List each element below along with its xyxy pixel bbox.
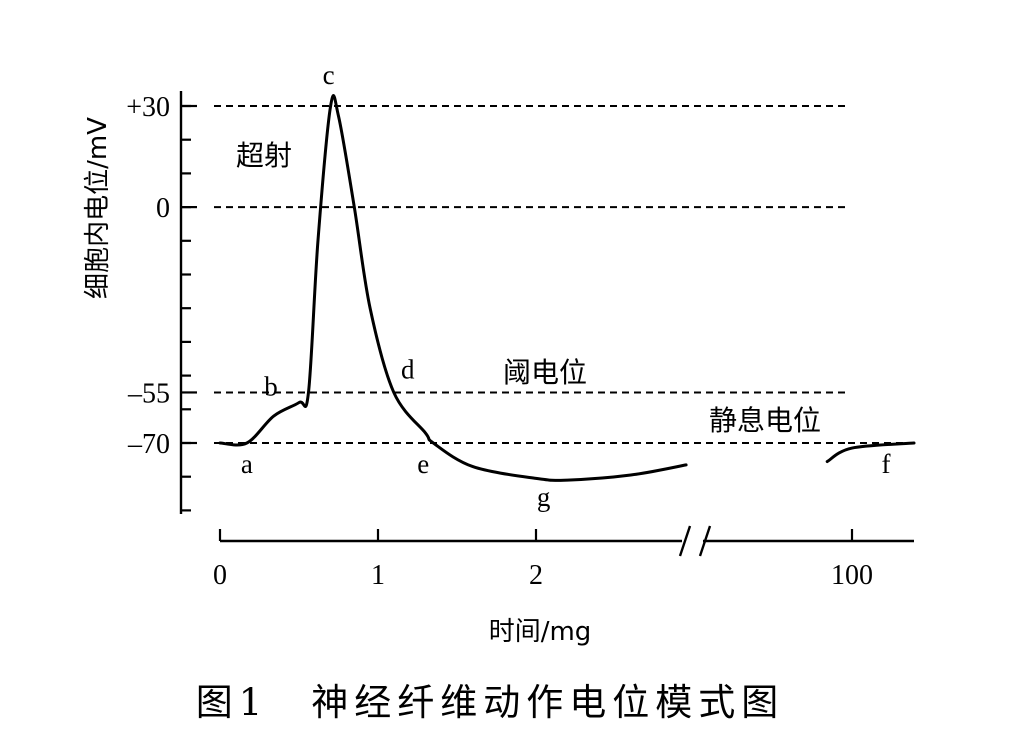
y-axis-major-ticks: +30 0 –55 –70 — [126, 92, 197, 460]
point-label-b: b — [264, 371, 278, 401]
resting-potential-label: 静息电位 — [709, 404, 821, 437]
y-tick-label: –55 — [127, 378, 170, 409]
x-tick-labels: 0 1 2 100 — [213, 560, 873, 591]
point-label-a: a — [241, 449, 253, 479]
action-potential-curve — [218, 94, 916, 482]
y-axis-title: 细胞内电位/mV — [83, 117, 113, 299]
threshold-potential-label: 阈电位 — [503, 356, 587, 389]
point-label-d: d — [401, 354, 415, 384]
y-tick-label: 0 — [156, 193, 170, 224]
point-labels: a b c d e g f — [241, 60, 891, 512]
figure-caption: 图1 神经纤维动作电位模式图 — [196, 681, 785, 724]
x-tick-label: 1 — [371, 560, 385, 591]
x-tick-label: 0 — [213, 560, 227, 591]
point-label-g: g — [537, 482, 551, 512]
x-tick-label: 100 — [831, 560, 873, 591]
overshoot-label: 超射 — [236, 139, 292, 172]
point-label-f: f — [882, 449, 891, 479]
x-axis — [218, 525, 914, 557]
y-tick-label: –70 — [127, 429, 170, 460]
point-label-e: e — [417, 449, 429, 479]
x-axis-title: 时间/mg — [489, 617, 592, 647]
x-axis-break-mark — [678, 525, 692, 557]
curve-before-break — [218, 94, 688, 482]
y-tick-label: +30 — [126, 92, 170, 123]
x-tick-label: 2 — [529, 560, 543, 591]
y-axis-minor-ticks — [181, 104, 191, 512]
x-axis-break-mark — [698, 525, 712, 557]
point-label-c: c — [323, 60, 335, 90]
curve-after-break — [825, 441, 916, 464]
reference-lines — [214, 105, 912, 444]
